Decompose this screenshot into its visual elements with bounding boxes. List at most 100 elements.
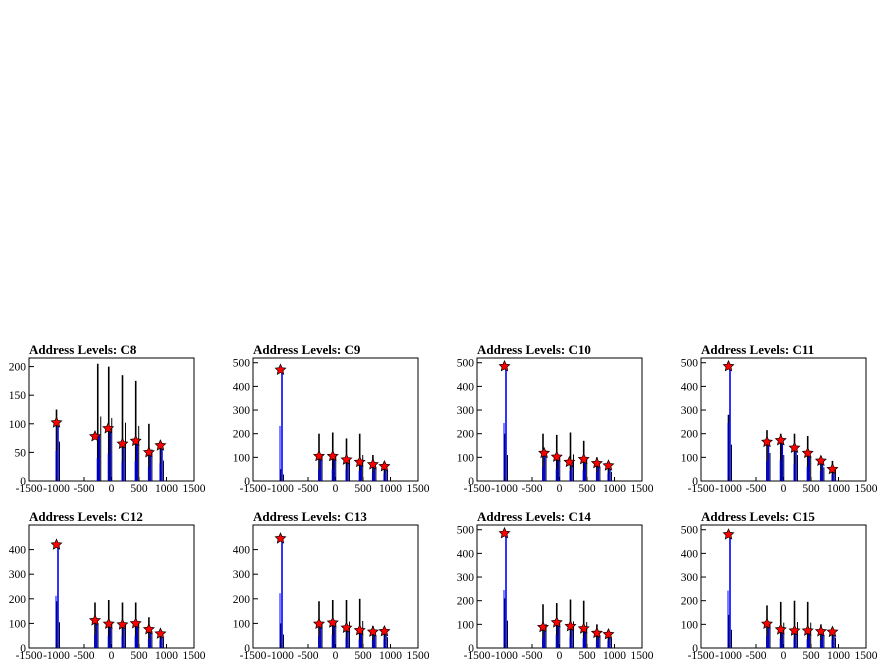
x-tick-label: -1000 (715, 650, 742, 662)
peak-marker-5 (366, 625, 379, 637)
x-tick-label: 1000 (827, 483, 850, 495)
peak-marker-6 (826, 625, 839, 638)
x-tick-label: -1000 (715, 483, 742, 495)
y-tick-label: 0 (692, 476, 698, 488)
y-tick-label: 200 (233, 594, 251, 606)
y-tick-label: 400 (681, 381, 699, 393)
peak-marker-0 (50, 416, 63, 428)
peak-marker-3 (788, 624, 801, 636)
peak-marker-5 (142, 622, 155, 635)
x-tick-label: 500 (578, 483, 596, 495)
peak-marker-0 (50, 538, 63, 550)
x-tick-label: -500 (297, 650, 318, 662)
x-tick-label: -500 (521, 650, 542, 662)
y-tick-label: 400 (233, 381, 251, 393)
peak-marker-1 (760, 435, 774, 448)
y-tick-label: 200 (681, 596, 699, 608)
y-tick-label: 100 (233, 452, 251, 464)
chart-title: Address Levels: C12 (29, 509, 143, 524)
peak-marker-5 (814, 454, 827, 466)
peak-marker-1 (89, 614, 101, 626)
chart-panel: Address Levels: C13 0 100 200 300 400 -1500 -10… (233, 509, 430, 662)
x-tick-label: -1500 (464, 650, 491, 662)
peak-marker-0 (722, 528, 735, 540)
y-tick-label: 100 (457, 452, 475, 464)
peak-marker-6 (602, 627, 615, 640)
chart-panel: Address Levels: C90100200300400500-1500-… (233, 342, 430, 495)
chart-title: Address Levels: C13 (253, 509, 367, 524)
y-tick-label: 500 (457, 525, 475, 537)
x-tick-label: 0 (781, 650, 787, 662)
x-tick-label: 1500 (407, 483, 430, 495)
chart-panel: Address Levels: C11 0 100 200 300 400 500 -1500… (681, 342, 878, 495)
y-tick-label: 100 (457, 619, 475, 631)
y-tick-label: 500 (233, 358, 251, 370)
x-tick-label: -1000 (43, 483, 70, 495)
peak-marker-5 (590, 456, 603, 469)
x-tick-label: 0 (333, 650, 339, 662)
x-tick-label: 1000 (379, 650, 402, 662)
peak-marker-2 (102, 422, 115, 434)
x-tick-label: -500 (521, 483, 542, 495)
x-tick-label: 1000 (603, 650, 626, 662)
y-tick-label: 500 (681, 525, 699, 537)
peak-marker-4 (801, 624, 814, 636)
peak-marker-1 (312, 449, 326, 462)
peak-marker-4 (801, 446, 814, 459)
y-tick-label: 300 (681, 405, 699, 417)
chart-panel: Address Levels: C14 0 100 200 300 400 500 -1500… (457, 509, 654, 662)
peak-marker-4 (129, 617, 142, 629)
chart-panel: Address Levels: C10 0 100 200 300 400 500 -1500… (457, 342, 654, 495)
peak-marker-4 (129, 434, 142, 447)
peak-marker-1 (312, 617, 326, 629)
y-tick-label: 200 (681, 429, 699, 441)
y-tick-label: 200 (9, 594, 27, 606)
peak-marker-2 (550, 450, 563, 462)
chart-title: Address Levels: C11 (701, 342, 814, 357)
peak-marker-0 (274, 363, 287, 375)
x-tick-label: 0 (109, 650, 115, 662)
y-tick-label: 500 (457, 358, 475, 370)
x-tick-label: -1500 (16, 650, 43, 662)
chart-panel: Address Levels: C12 0 100 200 300 400 -1500 -10… (9, 509, 206, 662)
chart-title: Address Levels: C10 (477, 342, 591, 357)
y-tick-label: 300 (457, 572, 475, 584)
peak-marker-3 (564, 619, 577, 632)
peak-marker-5 (366, 458, 379, 470)
chart-title: Address Levels: C8 (29, 342, 137, 357)
x-tick-label: 1000 (155, 650, 178, 662)
peak-marker-3 (116, 618, 129, 630)
x-tick-label: -500 (745, 650, 766, 662)
peak-marker-0 (498, 359, 511, 372)
peak-marker-4 (577, 452, 590, 465)
y-tick-label: 0 (468, 643, 474, 655)
peak-marker-1 (760, 617, 774, 629)
peak-marker-0 (498, 526, 511, 539)
x-tick-label: 1500 (631, 483, 654, 495)
x-tick-label: 1500 (183, 650, 206, 662)
peak-marker-1 (538, 446, 551, 459)
y-tick-label: 300 (233, 569, 251, 581)
peak-marker-2 (326, 616, 339, 628)
peak-marker-6 (602, 459, 615, 471)
y-tick-label: 300 (233, 405, 251, 417)
y-tick-label: 300 (457, 405, 475, 417)
peak-marker-6 (378, 624, 391, 637)
peak-marker-2 (102, 617, 115, 629)
peak-marker-5 (142, 446, 155, 458)
peak-marker-3 (563, 455, 576, 468)
x-tick-label: -1000 (491, 650, 518, 662)
x-tick-label: -1500 (16, 483, 43, 495)
peak-marker-3 (788, 441, 801, 453)
x-tick-label: 1500 (407, 650, 430, 662)
chart-panel: Address Levels: C15 0 100 200 300 400 500 -1500… (681, 509, 878, 662)
y-tick-label: 400 (457, 548, 475, 560)
y-tick-label: 0 (692, 643, 698, 655)
x-tick-label: 1000 (827, 650, 850, 662)
x-tick-label: -1000 (267, 650, 294, 662)
peak-marker-0 (722, 359, 735, 372)
peak-marker-3 (340, 453, 353, 465)
chart-panel: Address Levels: C8 0 50 100 150 200 -1500 -1000… (9, 342, 206, 495)
peak-marker-6 (154, 439, 167, 451)
